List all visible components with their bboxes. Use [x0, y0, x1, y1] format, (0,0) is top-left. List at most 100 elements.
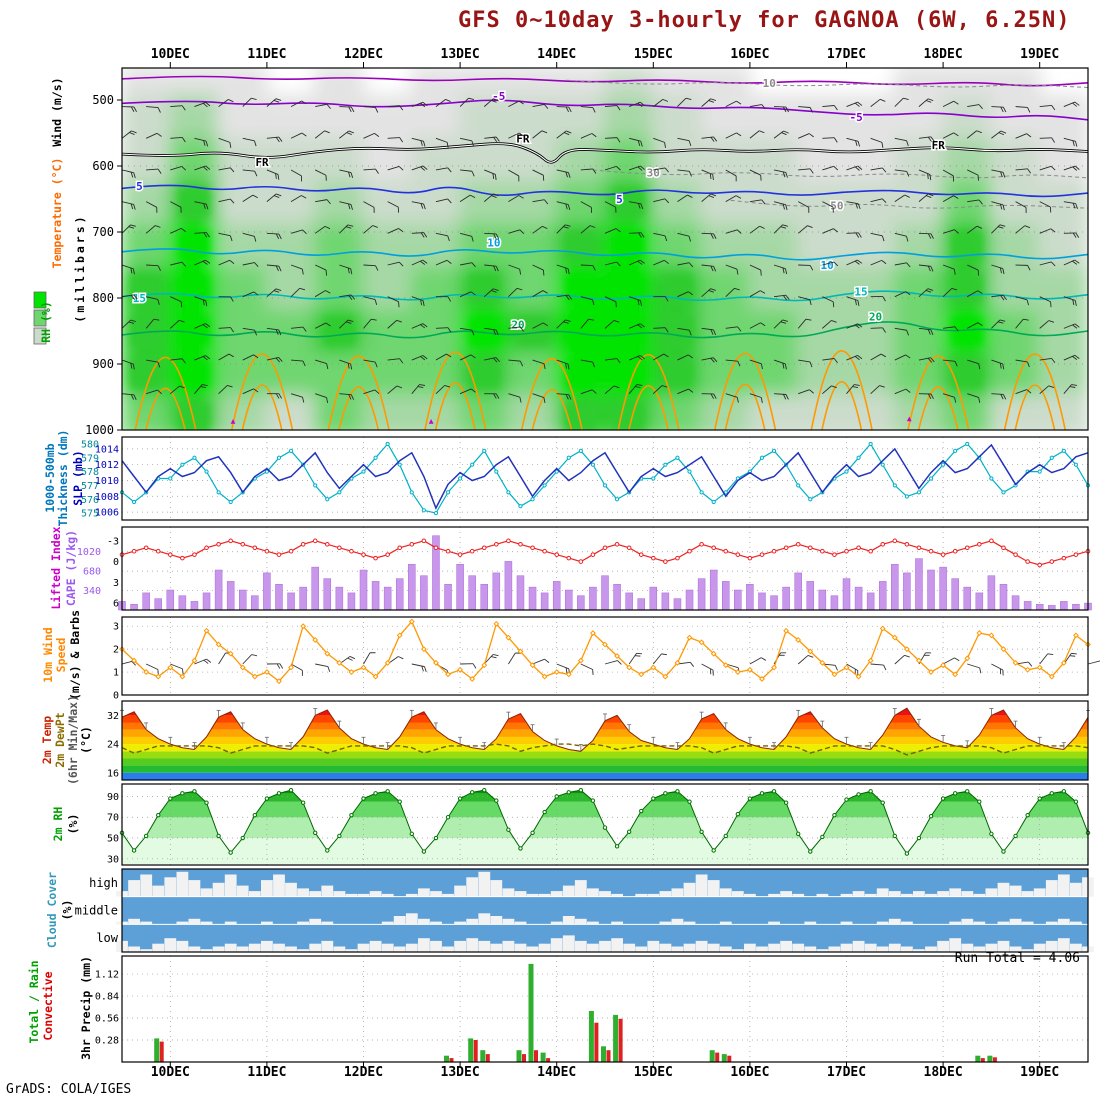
svg-text:0.84: 0.84	[95, 992, 119, 1003]
axis-title-p1-1: Temperature (°C)	[50, 157, 64, 269]
svg-text:10DEC: 10DEC	[151, 47, 190, 62]
svg-text:0: 0	[113, 557, 119, 568]
grads-credit: GrADS: COLA/IGES	[6, 1082, 132, 1097]
svg-text:5: 5	[616, 193, 623, 206]
svg-text:1008: 1008	[95, 492, 119, 503]
svg-text:500: 500	[92, 93, 114, 107]
svg-text:579: 579	[81, 453, 99, 464]
axis-title-p8-2: 3hr Precip (mm)	[79, 956, 93, 1060]
panel-li-cape: 1020 680 340 -3 0 3 6	[77, 526, 1092, 611]
svg-text:17DEC: 17DEC	[827, 1065, 866, 1080]
svg-text:-5: -5	[850, 111, 863, 124]
svg-text:1000: 1000	[85, 423, 114, 437]
axis-title-p1-3: RH (%)	[39, 301, 53, 343]
axis-title-p7-1: (%)	[60, 899, 74, 921]
svg-text:30: 30	[107, 854, 119, 865]
svg-text:1.12: 1.12	[95, 970, 119, 981]
axis-title-p1-0: Wind (m/s)	[50, 77, 64, 147]
axis-title-p5-2: (6hr Min/Max)	[66, 694, 80, 786]
svg-text:10DEC: 10DEC	[151, 1065, 190, 1080]
svg-text:0.28: 0.28	[95, 1036, 119, 1047]
svg-text:1020: 1020	[77, 547, 101, 558]
axis-title-p6-0: 2m RH	[51, 806, 65, 842]
svg-text:576: 576	[81, 495, 99, 506]
svg-text:17DEC: 17DEC	[827, 47, 866, 62]
panel-slp-thickness: 580 579 578 577 576 575 1014 1012 1010 1008 1006	[81, 436, 1091, 521]
axis-title-p4-2: (m/s) & Barbs	[68, 609, 82, 701]
svg-text:0.56: 0.56	[95, 1014, 119, 1025]
svg-text:FR: FR	[516, 132, 530, 145]
svg-text:13DEC: 13DEC	[441, 1065, 480, 1080]
svg-text:700: 700	[92, 225, 114, 239]
axis-title-p2-2: SLP (mb)	[71, 450, 85, 506]
axis-title-p3-1: CAPE (J/kg)	[64, 529, 78, 607]
axis-title-p8-0: Total / Rain	[27, 960, 41, 1044]
svg-text:580: 580	[81, 439, 99, 450]
svg-text:FR: FR	[255, 156, 269, 169]
svg-text:18DEC: 18DEC	[924, 47, 963, 62]
svg-text:15DEC: 15DEC	[634, 47, 673, 62]
axis-title-p2-0: 1000-500mb	[43, 443, 57, 513]
panel-2m-temp: 32 24 16	[107, 700, 1090, 781]
axis-title-p2-1: Thickness (dm)	[56, 429, 70, 527]
wind-barbs-upper	[122, 97, 1088, 404]
svg-text:12DEC: 12DEC	[344, 47, 383, 62]
svg-text:3: 3	[113, 622, 119, 633]
svg-text:11DEC: 11DEC	[247, 1065, 286, 1080]
axis-title-p4-0: 10m Wind	[41, 627, 55, 683]
svg-text:high: high	[89, 876, 118, 890]
svg-text:low: low	[96, 931, 118, 945]
svg-text:900: 900	[92, 357, 114, 371]
axis-title-p5-3: (°C)	[79, 726, 93, 754]
axis-title-p6-1: (%)	[66, 813, 80, 835]
axis-title-p4-1: Speed	[54, 637, 68, 673]
svg-text:24: 24	[107, 740, 119, 751]
axis-title-p5-0: 2m Temp	[40, 715, 54, 765]
svg-text:10: 10	[821, 259, 834, 272]
svg-text:1: 1	[113, 668, 119, 679]
svg-text:10: 10	[487, 237, 500, 250]
svg-text:18DEC: 18DEC	[924, 1065, 963, 1080]
svg-text:11DEC: 11DEC	[247, 47, 286, 62]
svg-text:30: 30	[647, 167, 660, 180]
svg-text:15: 15	[133, 292, 146, 305]
panel-2m-rh: 90 70 50 30	[107, 783, 1091, 866]
svg-text:577: 577	[81, 481, 99, 492]
time-axis: 10DEC 10DEC 11DEC 11DEC 12DEC 12DEC 13DEC 13DEC…	[151, 47, 1060, 1080]
panel-10m-wind: 3 2 1 0	[113, 616, 1100, 702]
svg-text:1014: 1014	[95, 444, 119, 455]
svg-text:middle: middle	[75, 904, 118, 918]
svg-text:20: 20	[869, 310, 882, 323]
svg-text:FR: FR	[932, 139, 946, 152]
svg-text:70: 70	[107, 813, 119, 824]
svg-text:3: 3	[113, 578, 119, 589]
svg-text:578: 578	[81, 467, 99, 478]
svg-text:-3: -3	[107, 536, 119, 547]
axis-title-p5-1: 2m DewPt	[53, 712, 67, 768]
axis-title-p8-1: Convective	[41, 971, 55, 1041]
svg-text:12DEC: 12DEC	[344, 1065, 383, 1080]
svg-text:1006: 1006	[95, 508, 119, 519]
svg-text:50: 50	[107, 834, 119, 845]
svg-text:14DEC: 14DEC	[537, 1065, 576, 1080]
svg-text:90: 90	[107, 792, 119, 803]
svg-text:600: 600	[92, 159, 114, 173]
svg-text:2: 2	[113, 645, 119, 656]
svg-text:800: 800	[92, 291, 114, 305]
svg-text:16DEC: 16DEC	[730, 1065, 769, 1080]
svg-text:▲: ▲	[429, 416, 434, 425]
svg-text:15DEC: 15DEC	[634, 1065, 673, 1080]
svg-text:10: 10	[763, 77, 776, 90]
svg-text:575: 575	[81, 509, 99, 520]
svg-text:50: 50	[830, 200, 843, 213]
svg-text:19DEC: 19DEC	[1020, 1065, 1059, 1080]
svg-text:16: 16	[107, 768, 119, 779]
panel-precip: 1.12 0.84 0.56 0.28	[95, 955, 1089, 1063]
svg-text:16DEC: 16DEC	[730, 47, 769, 62]
chart-title: GFS 0~10day 3-hourly for GAGNOA (6W, 6.2…	[458, 8, 1071, 33]
svg-text:▲: ▲	[907, 414, 912, 423]
svg-text:6: 6	[113, 599, 119, 610]
